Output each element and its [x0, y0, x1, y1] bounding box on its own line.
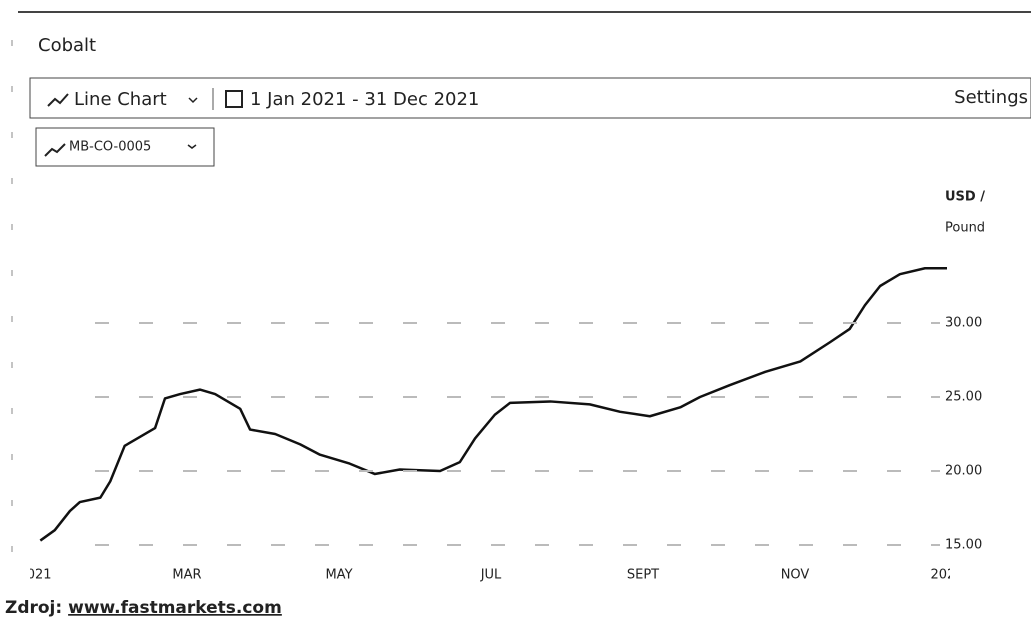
- x-tick-label: 2022: [930, 568, 963, 583]
- caret: [188, 97, 198, 104]
- y-tick-label: 15.00: [945, 538, 982, 553]
- y-tick-label: 30.00: [945, 316, 982, 331]
- title: Cobalt: [38, 35, 96, 56]
- x-tick-label: MAR: [172, 568, 201, 583]
- y-unit: USD /: [945, 190, 985, 205]
- source-label: Zdroj:: [5, 598, 62, 618]
- series-selector[interactable]: [35, 127, 215, 167]
- caret: [187, 144, 197, 149]
- x-tick-label: SEPT: [627, 568, 659, 583]
- y-unit: Pound: [945, 221, 985, 236]
- line-icon: [44, 143, 66, 157]
- date-range[interactable]: 1 Jan 2021 - 31 Dec 2021: [250, 89, 479, 110]
- source-url[interactable]: www.fastmarkets.com: [68, 598, 282, 618]
- x-tick-label: JUL: [480, 568, 502, 583]
- y-tick-label: 25.00: [945, 390, 982, 405]
- calendar-icon: [225, 90, 243, 108]
- x-tick-label: MAY: [325, 568, 352, 583]
- series-name: MB-CO-0005: [69, 140, 151, 155]
- toolbar: [29, 77, 1031, 119]
- settings-button[interactable]: Settings: [954, 87, 1028, 108]
- line-icon: [47, 93, 69, 107]
- price-line: [39, 266, 947, 542]
- source-label: Zdroj: www.fastmarkets.com: [5, 598, 282, 618]
- y-tick-label: 20.00: [945, 464, 982, 479]
- x-tick-label: 2021: [18, 568, 51, 583]
- x-tick-label: NOV: [781, 568, 810, 583]
- chart-type-button[interactable]: Line Chart: [74, 89, 167, 110]
